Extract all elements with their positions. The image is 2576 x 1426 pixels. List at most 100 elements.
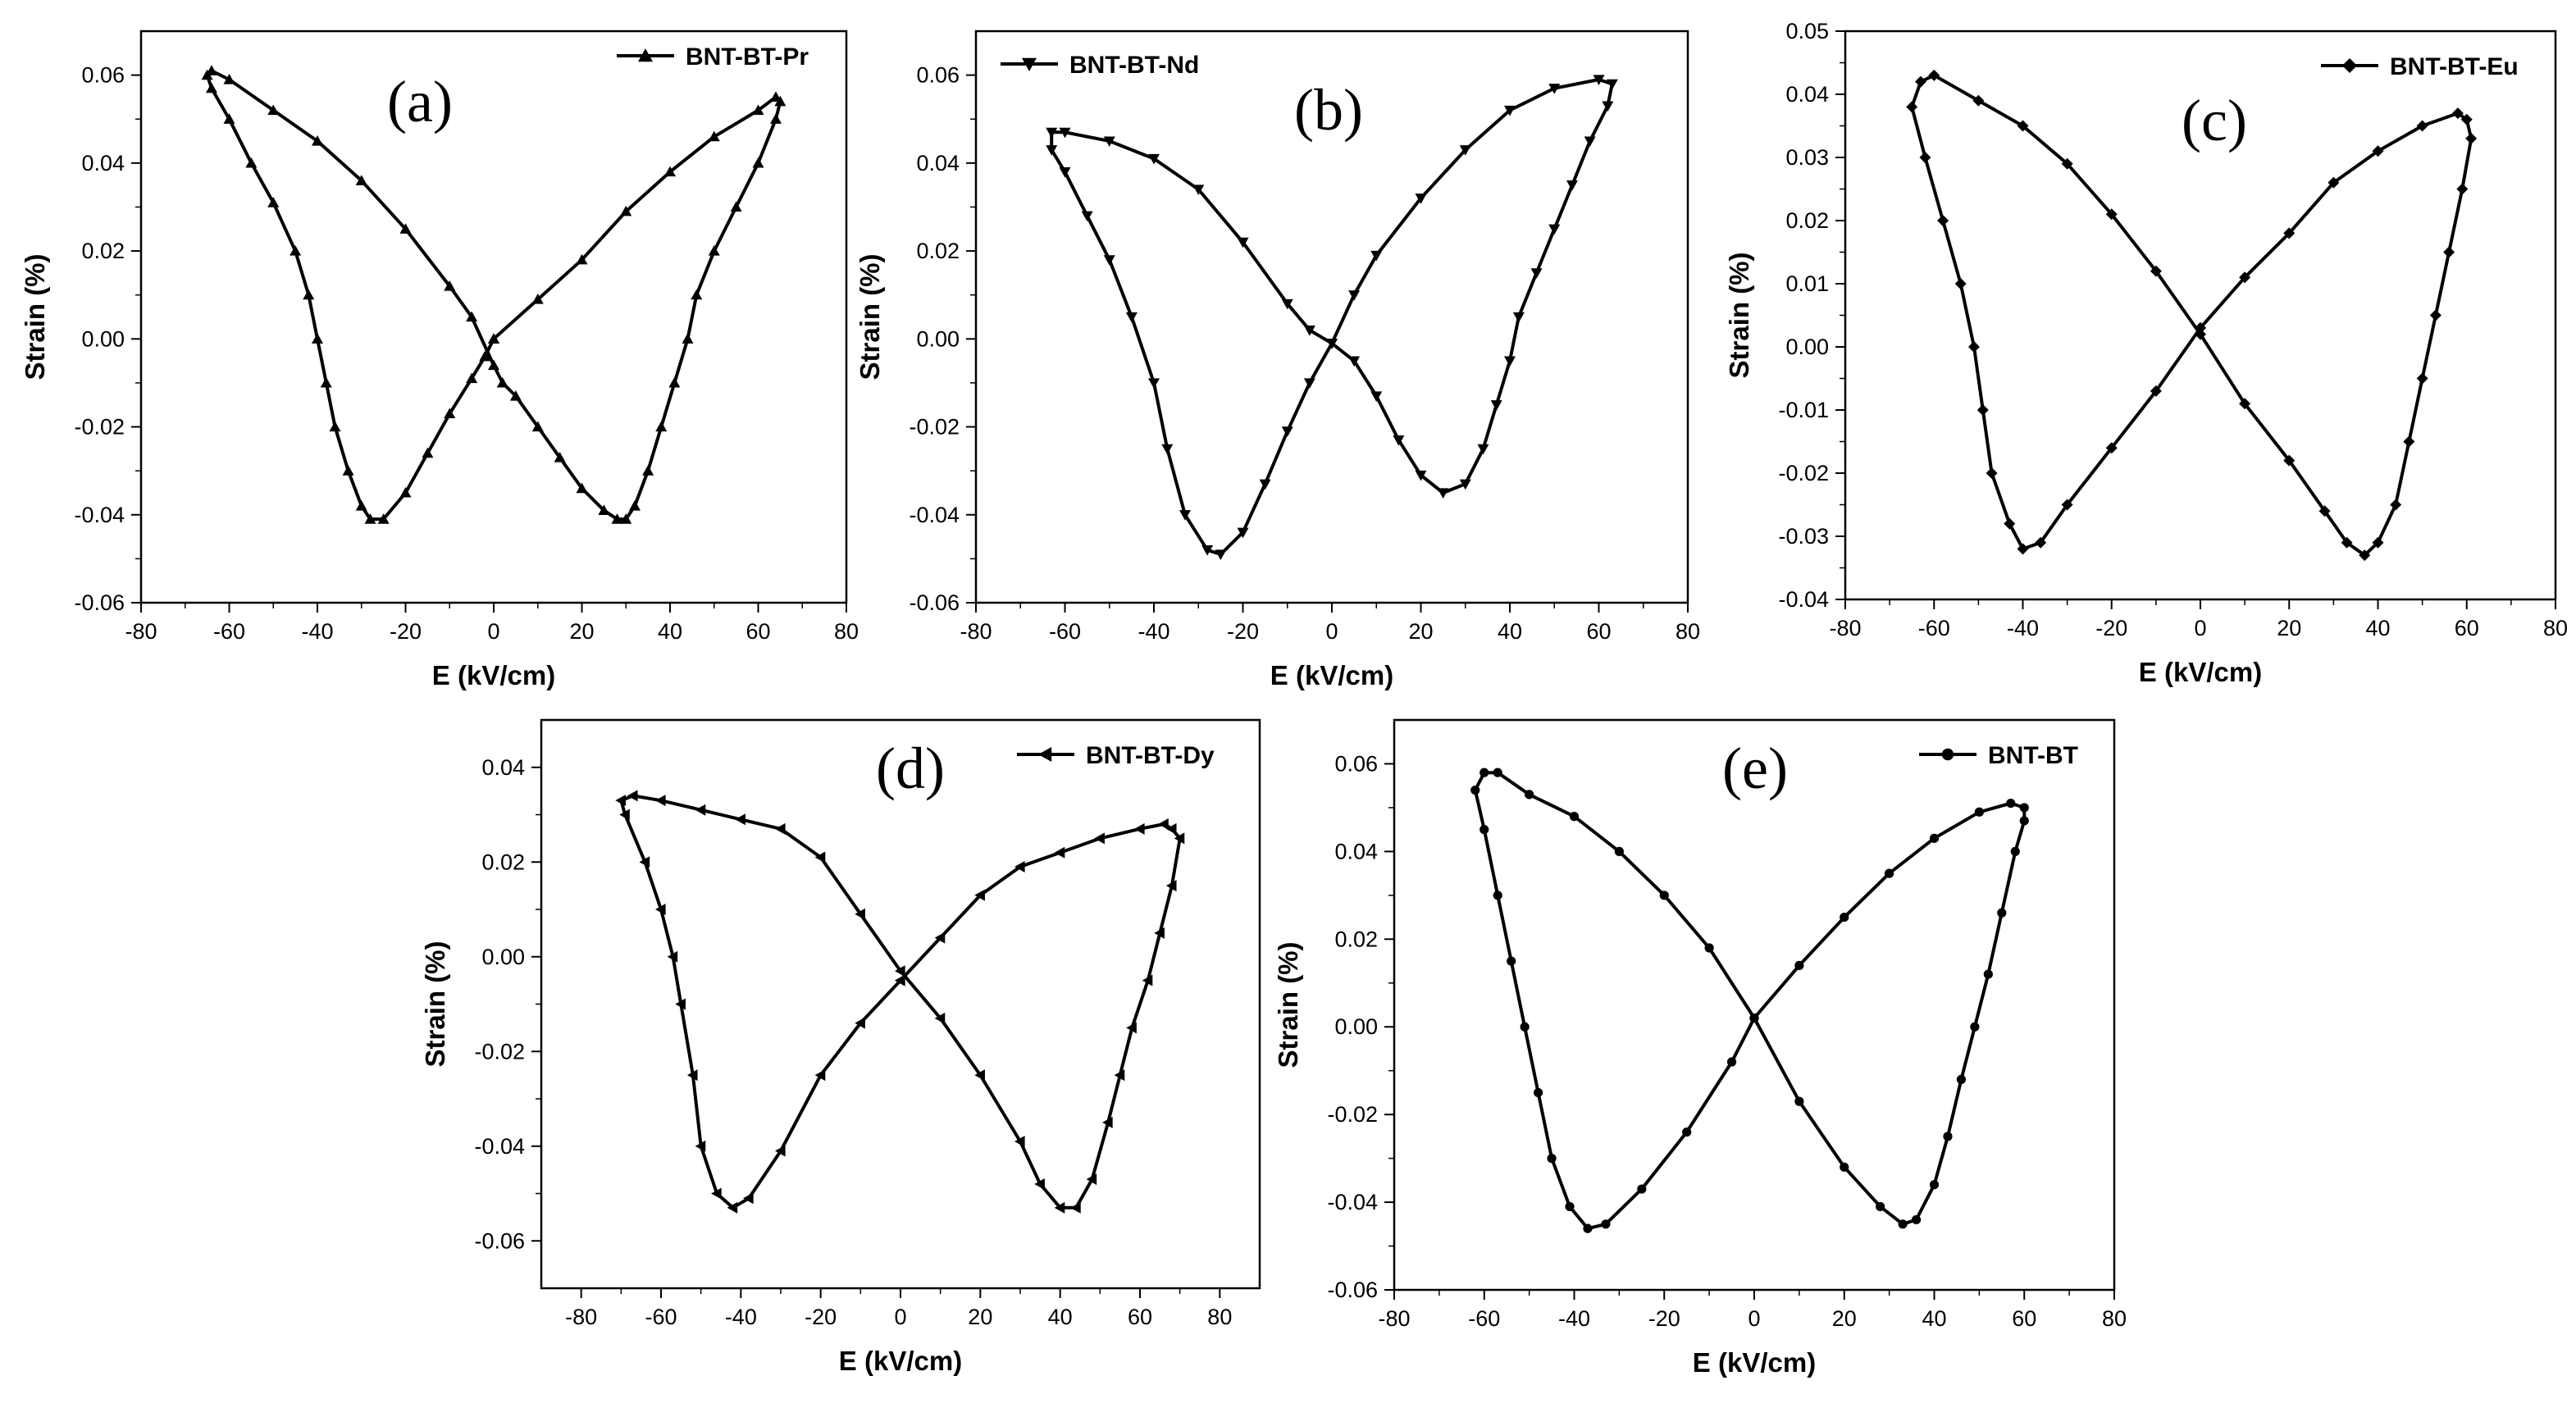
x-tick-label: -60 xyxy=(1049,619,1081,644)
data-point xyxy=(1014,1135,1025,1147)
chart-panel-a: -80 -60 -40 -20 0 20 40 60 80 -0.06 -0.04 -0.02 0.00… xyxy=(20,30,859,690)
data-point xyxy=(2465,132,2478,144)
y-tick-label: -0.01 xyxy=(1778,398,1829,422)
legend-label: BNT-BT-Pr xyxy=(686,43,809,71)
data-point xyxy=(399,223,412,234)
data-point xyxy=(708,130,720,142)
data-point xyxy=(2150,265,2162,277)
data-point xyxy=(619,809,630,821)
data-point xyxy=(1906,101,1918,113)
data-point xyxy=(1054,846,1065,859)
data-point xyxy=(444,280,456,291)
y-tick-label: -0.06 xyxy=(909,590,960,615)
data-point xyxy=(1125,312,1138,323)
series-markers xyxy=(1906,69,2478,562)
x-tick-label: -80 xyxy=(1829,616,1861,640)
data-point xyxy=(855,908,865,920)
y-tick-label: 0.03 xyxy=(1785,145,1829,170)
x-tick-label: 80 xyxy=(2543,616,2568,640)
data-point xyxy=(2359,549,2371,562)
data-point xyxy=(2035,536,2047,549)
data-point xyxy=(1972,94,1985,107)
chart-panel-c: -80 -60 -40 -20 0 20 40 60 80 -0.04 -0.03 -0.02 -0.0… xyxy=(1724,19,2568,687)
data-point xyxy=(1504,356,1516,367)
panel-label: (e) xyxy=(1722,736,1788,801)
data-point xyxy=(2372,536,2384,549)
y-tick-label: 0.00 xyxy=(81,326,125,351)
data-point xyxy=(1704,943,1714,953)
data-point xyxy=(355,175,367,185)
data-point xyxy=(1593,75,1605,85)
legend-marker xyxy=(1941,748,1954,761)
data-point xyxy=(730,201,742,212)
data-point xyxy=(1794,1096,1804,1106)
data-point xyxy=(1659,891,1669,900)
y-tick-label: 0.05 xyxy=(1785,19,1829,43)
data-point xyxy=(2390,499,2402,511)
data-point xyxy=(2460,113,2473,125)
chart-panel-b: -80 -60 -40 -20 0 20 40 60 80 -0.06 -0.04 -0.02 0.00… xyxy=(855,30,1700,690)
y-tick-label: 0.04 xyxy=(1785,82,1829,107)
data-point xyxy=(1986,467,1998,479)
legend-marker xyxy=(1022,57,1037,71)
data-point xyxy=(1840,1162,1849,1172)
data-point xyxy=(1348,356,1361,367)
x-axis-label: E (kV/cm) xyxy=(839,1346,962,1376)
data-point xyxy=(342,465,354,476)
x-tick-label: -40 xyxy=(301,619,333,644)
data-point xyxy=(1565,1201,1575,1212)
data-point xyxy=(1520,1022,1530,1032)
plot-frame xyxy=(139,30,848,604)
data-point xyxy=(1303,325,1315,336)
y-tick-label: 0.01 xyxy=(1785,271,1829,296)
data-point xyxy=(668,376,681,388)
data-point xyxy=(1876,1201,1885,1212)
x-tick-label: -20 xyxy=(2095,616,2127,640)
x-tick-label: -40 xyxy=(1558,1306,1590,1331)
x-tick-label: 80 xyxy=(2102,1306,2127,1331)
data-point xyxy=(2017,120,2029,132)
x-tick-label: -80 xyxy=(565,1305,597,1329)
data-point xyxy=(576,482,588,494)
data-point xyxy=(1569,812,1580,822)
data-point xyxy=(2010,846,2020,856)
data-point xyxy=(206,82,217,93)
y-axis-label: Strain (%) xyxy=(20,253,50,380)
data-point xyxy=(1566,180,1578,191)
data-point xyxy=(1929,833,1940,843)
data-point xyxy=(1165,880,1177,892)
data-point xyxy=(496,376,508,388)
x-tick-label: 60 xyxy=(2012,1306,2036,1331)
data-point xyxy=(466,311,478,322)
data-point xyxy=(1237,527,1249,539)
series-line xyxy=(1473,771,2027,1231)
y-tick-label: 0.02 xyxy=(1334,927,1378,951)
data-point xyxy=(1682,1127,1692,1137)
data-point xyxy=(775,1145,786,1157)
y-axis-label: Strain (%) xyxy=(420,941,450,1067)
x-tick-label: 20 xyxy=(968,1305,992,1329)
panel-label: (a) xyxy=(387,69,453,134)
y-tick-label: -0.04 xyxy=(74,503,125,527)
y-tick-label: 0.04 xyxy=(1334,839,1378,863)
data-point xyxy=(1459,479,1471,490)
data-point xyxy=(1046,145,1058,156)
series-markers xyxy=(1470,768,2029,1233)
data-point xyxy=(682,333,694,344)
data-point xyxy=(1094,832,1105,845)
data-point xyxy=(1303,378,1315,389)
data-point xyxy=(2105,442,2118,454)
x-tick-label: 20 xyxy=(1408,619,1433,644)
data-point xyxy=(1459,145,1471,156)
y-tick-label: 0.02 xyxy=(1785,208,1829,233)
x-tick-label: -20 xyxy=(390,619,422,644)
y-tick-label: 0.00 xyxy=(1334,1014,1378,1039)
series-markers xyxy=(615,790,1185,1214)
data-point xyxy=(1114,1069,1125,1082)
data-point xyxy=(364,513,376,524)
data-point xyxy=(1970,1022,1980,1032)
data-point xyxy=(1437,488,1449,499)
y-axis-label: Strain (%) xyxy=(855,253,885,380)
data-point xyxy=(1493,768,1502,777)
data-point xyxy=(576,253,588,265)
